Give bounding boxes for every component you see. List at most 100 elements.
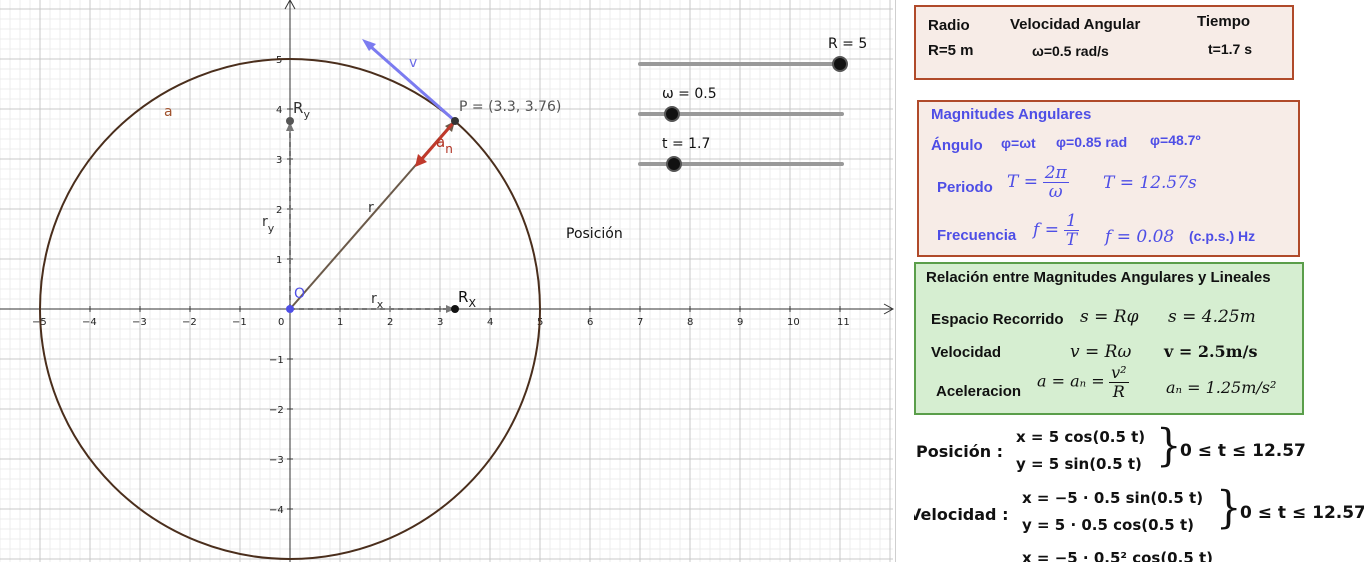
slider-R[interactable]: R = 5 — [638, 36, 867, 72]
periodo-den: ω — [1048, 182, 1063, 202]
x-tick-label: 8 — [687, 317, 693, 328]
posicion-eq-label: Posición : — [916, 442, 1004, 461]
slider-t-label: t = 1.7 — [662, 136, 710, 152]
velocidad-eq-x: x = −5 · 0.5 sin(0.5 t) — [1022, 489, 1204, 507]
origin-label: O — [294, 286, 305, 302]
periodo-formula: T = 2π ω — [1007, 164, 1069, 201]
acceleration-label: an — [436, 133, 453, 156]
y-axis-arrow — [284, 0, 296, 10]
x-axis-arrow — [883, 303, 895, 315]
Rx-label: RX — [458, 288, 476, 310]
velocidad-eq-label: Velocidad : — [914, 505, 1009, 524]
aceleracion-fraction: v² R — [1109, 363, 1129, 401]
periodo-value: T = 12.57s — [1103, 173, 1197, 193]
y-tick-label: 1 — [276, 255, 282, 266]
velocity-vector[interactable] — [369, 44, 456, 123]
tiempo-heading: Tiempo — [1197, 13, 1251, 30]
periodo-num: 2π — [1042, 163, 1069, 183]
velocity-label: v — [409, 55, 417, 71]
trajectory-circle[interactable] — [39, 58, 541, 560]
aceleracion-value: aₙ = 1.25m/s² — [1166, 378, 1277, 397]
espacio-label: Espacio Recorrido — [931, 311, 1064, 328]
periodo-label: Periodo — [937, 179, 993, 196]
origin-point[interactable] — [286, 305, 294, 313]
angulo-rad: φ=0.85 rad — [1056, 134, 1128, 150]
slider-R-label: R = 5 — [828, 36, 867, 52]
y-tick-label: −3 — [269, 455, 284, 466]
x-tick-label: 10 — [787, 317, 800, 328]
velocidad-eq-y: y = 5 · 0.5 cos(0.5 t) — [1022, 516, 1194, 534]
x-tick-label: 7 — [637, 317, 643, 328]
velocity-arrowhead — [362, 39, 376, 51]
velocidad-label: Velocidad — [931, 344, 1002, 361]
velocidad-value: v = 2.5m/s — [1164, 342, 1258, 361]
angulo-label: Ángulo — [931, 137, 983, 154]
minor-grid — [0, 0, 893, 562]
frecuencia-label: Frecuencia — [937, 227, 1017, 244]
slider-omega[interactable]: ω = 0.5 — [638, 86, 844, 122]
slider-omega-label: ω = 0.5 — [662, 86, 717, 102]
point-P-label: P = (3.3, 3.76) — [459, 99, 561, 115]
parameters-box: Radio Velocidad Angular Tiempo R=5 m ω=0… — [914, 5, 1294, 80]
x-tick-label: 9 — [737, 317, 743, 328]
x-tick-label: 1 — [337, 317, 343, 328]
frecuencia-num: 1 — [1063, 212, 1080, 231]
frecuencia-units: (c.p.s.) Hz — [1189, 228, 1256, 244]
y-tick-label: 3 — [276, 155, 282, 166]
velocidad-eq-range: 0 ≤ t ≤ 12.57 — [1240, 503, 1364, 523]
espacio-value: s = 4.25m — [1168, 307, 1256, 327]
x-tick-label: 6 — [587, 317, 593, 328]
posicion-eq-x: x = 5 cos(0.5 t) — [1016, 428, 1146, 446]
x-tick-label: 2 — [387, 317, 393, 328]
y-tick-label: −4 — [269, 505, 284, 516]
velocidad-formula: v = Rω — [1070, 342, 1132, 362]
slider-t-handle[interactable] — [666, 156, 682, 172]
point-Ry[interactable] — [286, 117, 294, 125]
parametric-equations: Posición : x = 5 cos(0.5 t) y = 5 sin(0.… — [914, 425, 1364, 562]
angular-title: Magnitudes Angulares — [931, 106, 1092, 123]
radio-heading: Radio — [928, 17, 970, 34]
aceleracion-eq-x-partial: x = −5 · 0.5² cos(0.5 t) — [1022, 549, 1214, 562]
point-P[interactable] — [451, 117, 459, 125]
espacio-formula: s = Rφ — [1080, 307, 1139, 327]
aceleracion-lhs: a = aₙ = — [1037, 371, 1105, 391]
rx-label: rx — [371, 291, 384, 311]
angular-magnitudes-box: Magnitudes Angulares Ángulo φ=ωt φ=0.85 … — [917, 100, 1300, 257]
aceleracion-den: R — [1112, 382, 1125, 401]
ry-label: ry — [262, 214, 275, 235]
posicion-eq-range: 0 ≤ t ≤ 12.57 — [1180, 441, 1306, 461]
y-tick-label: 2 — [276, 205, 282, 216]
posicion-brace: } — [1156, 425, 1182, 472]
radius-label: r — [368, 200, 374, 216]
posicion-eq-y: y = 5 sin(0.5 t) — [1016, 455, 1142, 473]
x-tick-label: −1 — [232, 317, 247, 328]
aceleracion-formula: a = aₙ = v² R — [1037, 364, 1129, 401]
angulo-deg: φ=48.7º — [1150, 132, 1201, 148]
radio-value: R=5 m — [928, 42, 974, 59]
velocidad-angular-heading: Velocidad Angular — [1010, 16, 1141, 33]
velocidad-brace: } — [1216, 482, 1242, 534]
Ry-label: Ry — [293, 99, 310, 121]
aceleracion-label: Aceleracion — [936, 383, 1022, 400]
x-tick-label: −3 — [132, 317, 147, 328]
major-grid — [0, 0, 893, 562]
x-tick-label: 11 — [837, 317, 850, 328]
acceleration-arrowhead — [415, 154, 427, 167]
graphics-view[interactable]: −5 −4 −3 −2 −1 0 1 2 3 4 5 6 7 8 9 10 11 5 4 3 2 1 −1 −2 −3 −4 a… — [0, 0, 896, 562]
relation-box: Relación entre Magnitudes Angulares y Li… — [914, 262, 1304, 415]
slider-R-handle[interactable] — [832, 56, 848, 72]
periodo-lhs: T = — [1007, 171, 1038, 192]
y-tick-label: −2 — [269, 405, 284, 416]
slider-t[interactable]: t = 1.7 — [638, 136, 844, 172]
slider-omega-handle[interactable] — [664, 106, 680, 122]
aceleracion-num: v² — [1109, 363, 1129, 383]
frecuencia-value: f = 0.08 — [1105, 227, 1175, 247]
ry-arrowhead — [286, 122, 294, 131]
tiempo-value: t=1.7 s — [1208, 41, 1252, 57]
acceleration-vector[interactable] — [419, 120, 457, 161]
point-Rx[interactable] — [451, 305, 459, 313]
x-tick-label: 3 — [437, 317, 443, 328]
